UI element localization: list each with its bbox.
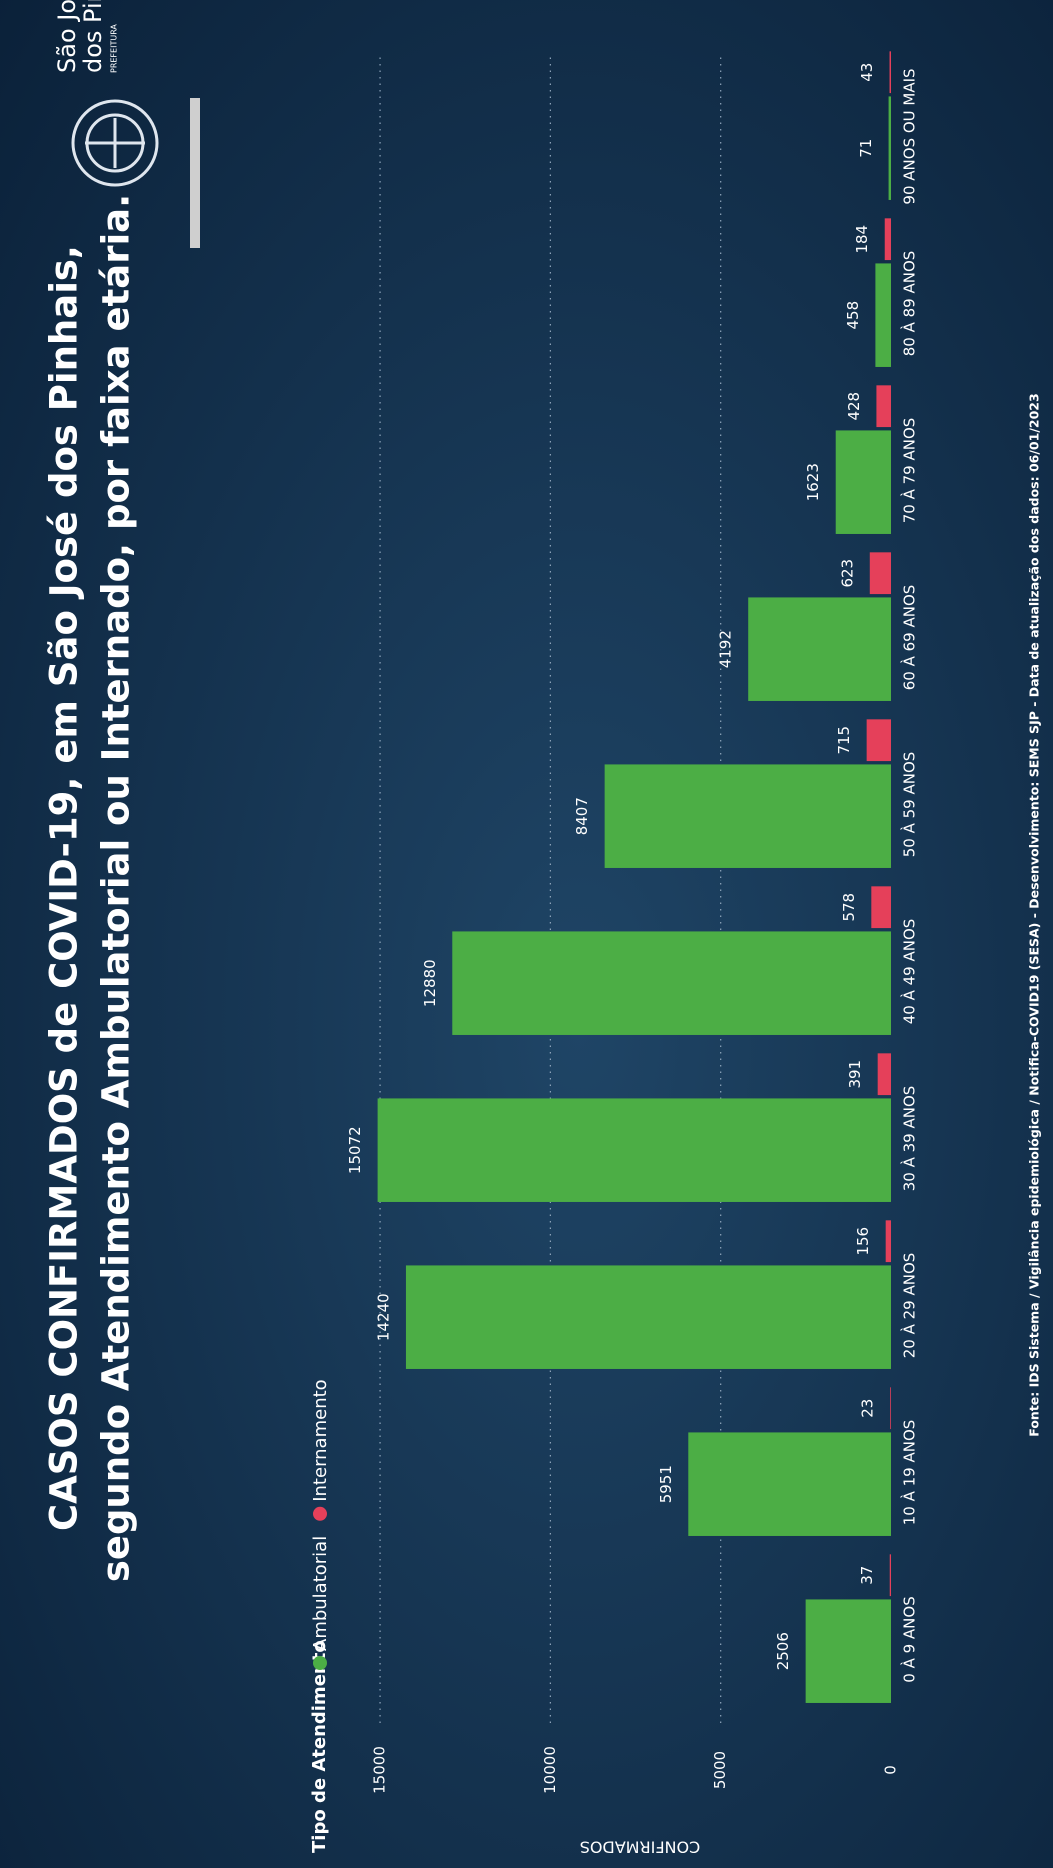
data-label: 391 [846,1060,864,1089]
x-tick-label: 90 ANOS OU MAIS [901,68,919,204]
data-label: 623 [838,559,856,588]
x-tick-label: 40 À 49 ANOS [900,919,919,1025]
legend-swatch [313,1506,327,1521]
bar [452,931,891,1035]
data-label: 5951 [657,1465,675,1503]
data-label: 715 [835,726,853,755]
x-tick-label: 50 À 59 ANOS [900,752,919,858]
bar [877,1053,892,1096]
data-label: 15072 [346,1126,364,1174]
y-tick-label: 0 [882,1765,900,1775]
bar [889,51,892,94]
x-tick-label: 30 À 39 ANOS [900,1086,919,1192]
bar [748,597,892,701]
logo-text: PREFEITURA [110,24,119,73]
bar [889,1554,891,1597]
legend-label: Ambulatorial [310,1536,331,1651]
x-tick-label: 0 À 9 ANOS [900,1596,919,1682]
bar [805,1599,892,1703]
bar [890,1387,891,1430]
legend-title: Tipo de Atendimento [309,1640,330,1853]
chart-title: segundo Atendimento Ambulatorial ou Inte… [95,194,138,1582]
data-label: 8407 [573,797,591,835]
logo-text: São José [53,0,81,73]
logo-text: dos Pinhais [79,0,107,73]
legend-swatch [313,1656,327,1670]
data-label: 578 [840,893,858,922]
bar [884,218,891,261]
chart-title: CASOS CONFIRMADOS de COVID-19, em São Jo… [43,245,86,1531]
data-label: 23 [859,1399,877,1418]
data-label: 43 [858,63,876,82]
x-tick-label: 20 À 29 ANOS [900,1253,919,1359]
x-tick-label: 70 À 79 ANOS [900,418,919,524]
bar [835,430,891,534]
x-tick-label: 80 À 89 ANOS [900,251,919,357]
y-axis-title: CONFIRMADOS [580,1838,701,1857]
bar [871,886,892,929]
y-tick-label: 5000 [711,1751,729,1789]
x-tick-label: 60 À 69 ANOS [900,585,919,691]
data-label: 458 [844,301,862,330]
data-label: 184 [853,225,871,254]
bar [875,263,891,367]
bar [604,764,891,868]
y-tick-label: 15000 [371,1746,389,1794]
bar [888,96,891,200]
data-label: 428 [845,392,863,421]
bar [405,1265,891,1369]
x-tick-label: 10 À 19 ANOS [900,1420,919,1526]
data-label: 14240 [374,1293,392,1341]
bar [885,1220,892,1263]
bar [688,1432,891,1536]
logo-crest [71,99,159,187]
data-label: 37 [858,1566,876,1585]
bar [869,552,891,595]
data-label: 12880 [421,959,439,1007]
separator [190,98,200,248]
data-label: 71 [857,139,875,158]
bar [876,385,892,428]
data-label: 156 [854,1227,872,1256]
data-label: 1623 [804,463,822,501]
data-label: 4192 [717,630,735,668]
y-tick-label: 10000 [541,1746,559,1794]
bar [377,1098,891,1202]
data-label: 2506 [774,1632,792,1670]
bar [866,719,892,762]
footer: Fonte: IDS Sistema / Vigilância epidemio… [1027,393,1042,1436]
legend-label: Internamento [310,1379,331,1501]
